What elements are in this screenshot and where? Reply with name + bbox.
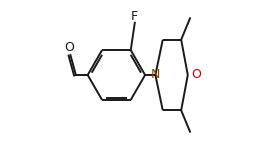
Text: N: N xyxy=(151,69,160,81)
Text: O: O xyxy=(191,69,201,81)
Text: F: F xyxy=(131,10,138,23)
Text: O: O xyxy=(64,41,74,54)
